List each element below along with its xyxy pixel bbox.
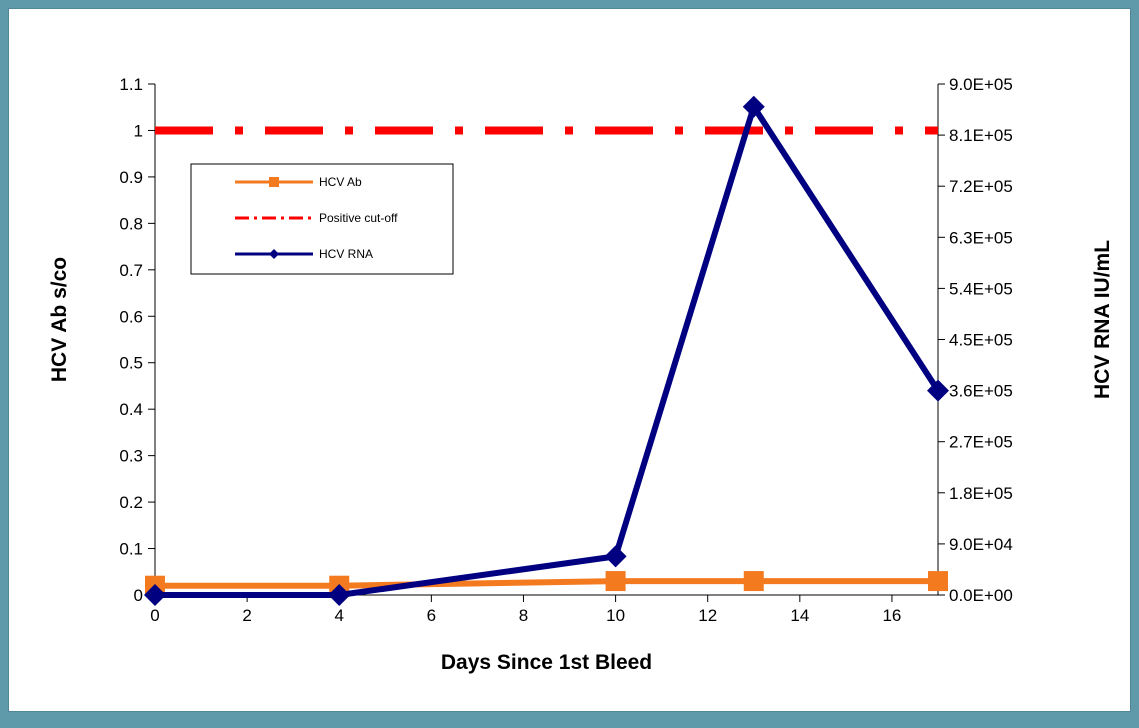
y-tick-label: 0.8 — [119, 214, 143, 233]
y-tick-label: 0.3 — [119, 447, 143, 466]
x-tick-label: 8 — [519, 606, 528, 625]
x-tick-label: 0 — [150, 606, 159, 625]
y2-tick-label: 4.5E+05 — [949, 331, 1013, 350]
y-tick-label: 0.6 — [119, 307, 143, 326]
y2-tick-label: 3.6E+05 — [949, 382, 1013, 401]
legend: HCV Ab Positive cut-off HCV RNA — [190, 163, 454, 275]
legend-box — [190, 163, 454, 275]
legend-label-positive-cut-off: Positive cut-off — [319, 211, 398, 225]
y2-tick-label: 6.3E+05 — [949, 228, 1013, 247]
y2-tick-label: 1.8E+05 — [949, 484, 1013, 503]
data-point-hcv-rna — [604, 545, 627, 568]
y-tick-label: 1 — [134, 121, 143, 140]
x-axis-title: Days Since 1st Bleed — [441, 651, 652, 674]
data-point-hcv-rna — [742, 95, 765, 118]
y-tick-label: 0 — [134, 586, 143, 605]
data-point-hcv-ab — [928, 571, 948, 592]
data-point-hcv-rna — [144, 584, 166, 606]
legend-label-hcv-ab: HCV Ab — [319, 175, 362, 189]
y2-axis-title: HCV RNA IU/mL — [1091, 240, 1114, 399]
x-tick-label: 6 — [427, 606, 436, 625]
y-tick-label: 0.2 — [119, 493, 143, 512]
y2-tick-label: 8.1E+05 — [949, 126, 1013, 145]
x-tick-label: 2 — [242, 606, 251, 625]
series-layer — [144, 95, 949, 606]
y2-tick-label: 9.0E+05 — [949, 75, 1013, 94]
legend-label-hcv-rna: HCV RNA — [319, 247, 373, 261]
x-tick-label: 4 — [335, 606, 344, 625]
y2-tick-label: 9.0E+04 — [949, 535, 1013, 554]
data-point-hcv-ab — [743, 571, 764, 592]
y-tick-label: 0.9 — [119, 168, 143, 187]
y2-tick-label: 2.7E+05 — [949, 433, 1013, 452]
x-tick-label: 16 — [882, 606, 901, 625]
data-point-hcv-ab — [605, 571, 626, 592]
x-tick-label: 12 — [698, 606, 717, 625]
axes: 0 0.1 0.2 0.3 0.4 0.5 0.6 0.7 0.8 0.9 1 1.1 0.0E+00 9… — [119, 75, 1012, 625]
legend-marker-hcv-ab — [269, 177, 279, 187]
data-point-hcv-rna — [927, 379, 949, 402]
x-tick-label: 14 — [790, 606, 809, 625]
y2-tick-label: 7.2E+05 — [949, 177, 1013, 196]
y-axis-title: HCV Ab s/co — [48, 257, 71, 382]
chart-frame: 0 0.1 0.2 0.3 0.4 0.5 0.6 0.7 0.8 0.9 1 1.1 0.0E+00 9… — [8, 8, 1131, 712]
y2-tick-label: 5.4E+05 — [949, 279, 1013, 298]
y2-tick-label: 0.0E+00 — [949, 586, 1013, 605]
x-tick-label: 10 — [606, 606, 625, 625]
y-tick-label: 0.5 — [119, 354, 143, 373]
y-tick-label: 1.1 — [119, 75, 143, 94]
y-tick-label: 0.7 — [119, 261, 143, 280]
chart-svg: 0 0.1 0.2 0.3 0.4 0.5 0.6 0.7 0.8 0.9 1 1.1 0.0E+00 9… — [48, 75, 1114, 674]
y-tick-label: 0.1 — [119, 540, 143, 559]
y-tick-label: 0.4 — [119, 400, 143, 419]
legend-marker-hcv-rna — [269, 249, 279, 259]
data-point-hcv-rna — [328, 584, 351, 606]
series-line-hcv-ab — [155, 578, 938, 589]
